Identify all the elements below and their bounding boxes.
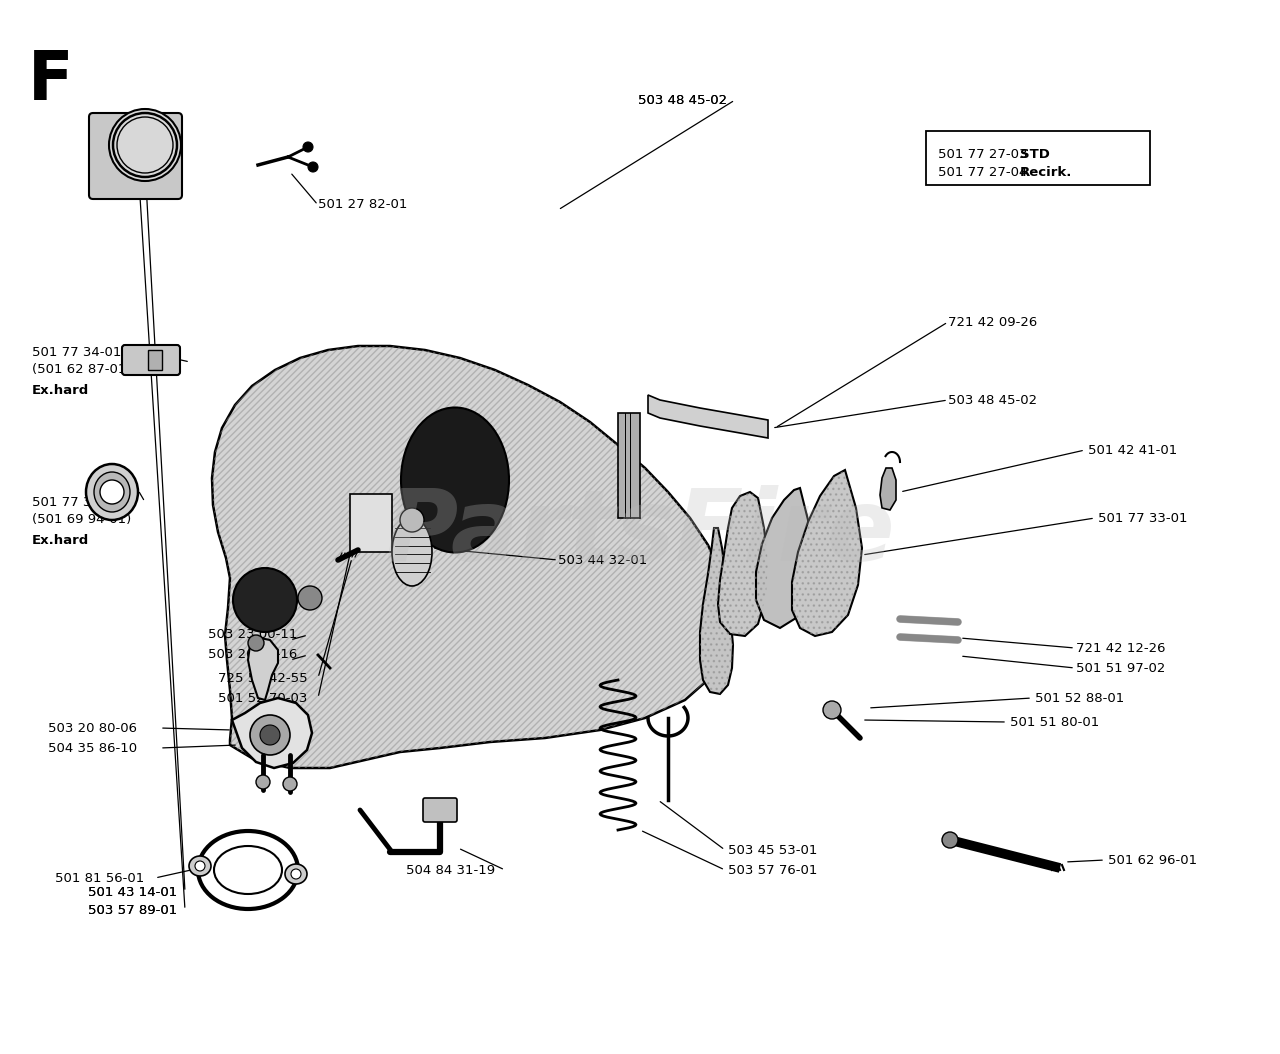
Circle shape xyxy=(233,568,297,632)
Circle shape xyxy=(260,725,280,745)
Polygon shape xyxy=(756,488,812,628)
Polygon shape xyxy=(212,346,730,768)
Text: 504 35 86-10: 504 35 86-10 xyxy=(49,742,137,755)
Text: 501 52 88-01: 501 52 88-01 xyxy=(1036,691,1124,704)
Text: 503 48 45-02: 503 48 45-02 xyxy=(948,393,1037,407)
Circle shape xyxy=(298,586,323,610)
Circle shape xyxy=(283,777,297,790)
Text: 503 57 89-01: 503 57 89-01 xyxy=(88,903,177,917)
Bar xyxy=(349,494,392,552)
Text: 501 62 96-01: 501 62 96-01 xyxy=(1108,854,1197,866)
Circle shape xyxy=(942,832,957,848)
Bar xyxy=(618,413,640,518)
Text: F: F xyxy=(28,48,73,114)
Text: 503 45 53-01: 503 45 53-01 xyxy=(728,843,818,857)
Ellipse shape xyxy=(86,464,138,520)
Polygon shape xyxy=(881,468,896,510)
Text: Recirk.: Recirk. xyxy=(1020,165,1073,178)
Text: 501 77 27-04: 501 77 27-04 xyxy=(938,165,1032,178)
Text: 501 43 14-01: 501 43 14-01 xyxy=(88,885,177,898)
Text: 501 77 27-03: 501 77 27-03 xyxy=(938,149,1032,161)
Circle shape xyxy=(308,162,317,172)
Text: 501 81 56-01: 501 81 56-01 xyxy=(55,872,145,884)
Text: 501 77 35-01: 501 77 35-01 xyxy=(32,495,122,508)
Text: (501 62 87-01): (501 62 87-01) xyxy=(32,364,132,376)
Text: 725 53 42-55: 725 53 42-55 xyxy=(218,671,307,684)
Text: 501 52 70-03: 501 52 70-03 xyxy=(218,691,307,704)
Text: Ex.hard: Ex.hard xyxy=(32,384,90,396)
Polygon shape xyxy=(248,638,278,700)
Text: 501 77 33-01: 501 77 33-01 xyxy=(1098,511,1188,525)
Circle shape xyxy=(195,861,205,871)
Polygon shape xyxy=(700,528,733,694)
Polygon shape xyxy=(718,492,768,636)
Text: 501 42 41-01: 501 42 41-01 xyxy=(1088,444,1178,456)
Circle shape xyxy=(248,635,264,651)
Text: 501 27 82-01: 501 27 82-01 xyxy=(317,198,407,212)
Ellipse shape xyxy=(93,472,131,512)
Text: 503 57 89-01: 503 57 89-01 xyxy=(88,903,177,917)
Ellipse shape xyxy=(401,408,509,552)
Text: 504 84 31-19: 504 84 31-19 xyxy=(406,863,495,877)
Text: 503 48 45-02: 503 48 45-02 xyxy=(637,94,727,106)
Polygon shape xyxy=(648,395,768,438)
Circle shape xyxy=(303,142,314,152)
Circle shape xyxy=(109,109,180,181)
Polygon shape xyxy=(792,470,861,636)
FancyBboxPatch shape xyxy=(90,113,182,199)
Ellipse shape xyxy=(285,864,307,884)
Text: 503 23 00-11: 503 23 00-11 xyxy=(207,628,297,642)
Ellipse shape xyxy=(392,518,433,586)
Circle shape xyxy=(291,868,301,879)
Circle shape xyxy=(823,701,841,719)
FancyBboxPatch shape xyxy=(122,345,180,375)
Text: 501 77 34-01: 501 77 34-01 xyxy=(32,346,122,358)
Circle shape xyxy=(250,715,291,755)
Text: (501 69 94-01): (501 69 94-01) xyxy=(32,513,132,527)
Circle shape xyxy=(399,508,424,532)
Text: STD: STD xyxy=(1020,149,1050,161)
Text: 721 42 12-26: 721 42 12-26 xyxy=(1076,642,1166,655)
Circle shape xyxy=(100,480,124,504)
Text: 721 42 09-26: 721 42 09-26 xyxy=(948,315,1037,329)
Text: 501 43 14-01: 501 43 14-01 xyxy=(88,885,177,898)
Text: 503 57 76-01: 503 57 76-01 xyxy=(728,863,818,877)
FancyBboxPatch shape xyxy=(422,798,457,822)
Ellipse shape xyxy=(189,856,211,876)
Text: 503 20 80-06: 503 20 80-06 xyxy=(49,722,137,735)
Text: 503 48 45-02: 503 48 45-02 xyxy=(637,94,727,106)
Text: PartsFire: PartsFire xyxy=(384,486,896,583)
Polygon shape xyxy=(232,698,312,768)
Circle shape xyxy=(256,775,270,789)
Bar xyxy=(148,350,163,370)
Text: Ex.hard: Ex.hard xyxy=(32,533,90,547)
Ellipse shape xyxy=(214,846,282,894)
Text: 501 51 80-01: 501 51 80-01 xyxy=(1010,716,1100,728)
Text: 503 20 26-16: 503 20 26-16 xyxy=(207,648,297,662)
Text: 503 44 32-01: 503 44 32-01 xyxy=(558,553,648,566)
Text: 501 51 97-02: 501 51 97-02 xyxy=(1076,662,1165,675)
